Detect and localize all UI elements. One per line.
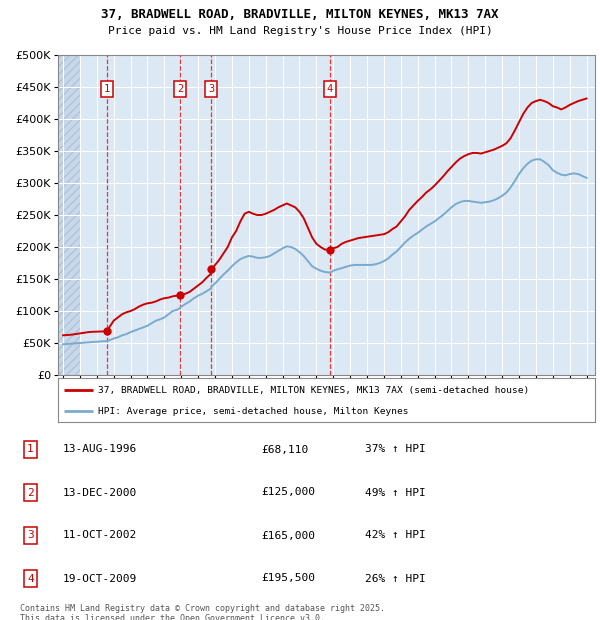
Text: 13-DEC-2000: 13-DEC-2000: [63, 487, 137, 497]
Text: 4: 4: [27, 574, 34, 583]
Text: 3: 3: [208, 84, 215, 94]
Text: 19-OCT-2009: 19-OCT-2009: [63, 574, 137, 583]
Text: 4: 4: [327, 84, 333, 94]
Text: 13-AUG-1996: 13-AUG-1996: [63, 445, 137, 454]
Text: £195,500: £195,500: [262, 574, 316, 583]
Text: Price paid vs. HM Land Registry's House Price Index (HPI): Price paid vs. HM Land Registry's House …: [107, 26, 493, 36]
Text: This data is licensed under the Open Government Licence v3.0.: This data is licensed under the Open Gov…: [20, 614, 325, 620]
Text: 37, BRADWELL ROAD, BRADVILLE, MILTON KEYNES, MK13 7AX: 37, BRADWELL ROAD, BRADVILLE, MILTON KEY…: [101, 8, 499, 21]
Text: 2: 2: [178, 84, 184, 94]
Text: £125,000: £125,000: [262, 487, 316, 497]
Text: 1: 1: [27, 445, 34, 454]
Text: 11-OCT-2002: 11-OCT-2002: [63, 531, 137, 541]
Text: Contains HM Land Registry data © Crown copyright and database right 2025.: Contains HM Land Registry data © Crown c…: [20, 604, 385, 613]
Text: £165,000: £165,000: [262, 531, 316, 541]
Text: 37% ↑ HPI: 37% ↑ HPI: [365, 445, 426, 454]
Text: 42% ↑ HPI: 42% ↑ HPI: [365, 531, 426, 541]
Text: 37, BRADWELL ROAD, BRADVILLE, MILTON KEYNES, MK13 7AX (semi-detached house): 37, BRADWELL ROAD, BRADVILLE, MILTON KEY…: [98, 386, 530, 395]
Text: 26% ↑ HPI: 26% ↑ HPI: [365, 574, 426, 583]
Text: 49% ↑ HPI: 49% ↑ HPI: [365, 487, 426, 497]
Text: HPI: Average price, semi-detached house, Milton Keynes: HPI: Average price, semi-detached house,…: [98, 407, 409, 415]
Text: £68,110: £68,110: [262, 445, 309, 454]
Text: 2: 2: [27, 487, 34, 497]
Text: 1: 1: [104, 84, 110, 94]
Bar: [58, 55, 80, 375]
Text: 3: 3: [27, 531, 34, 541]
